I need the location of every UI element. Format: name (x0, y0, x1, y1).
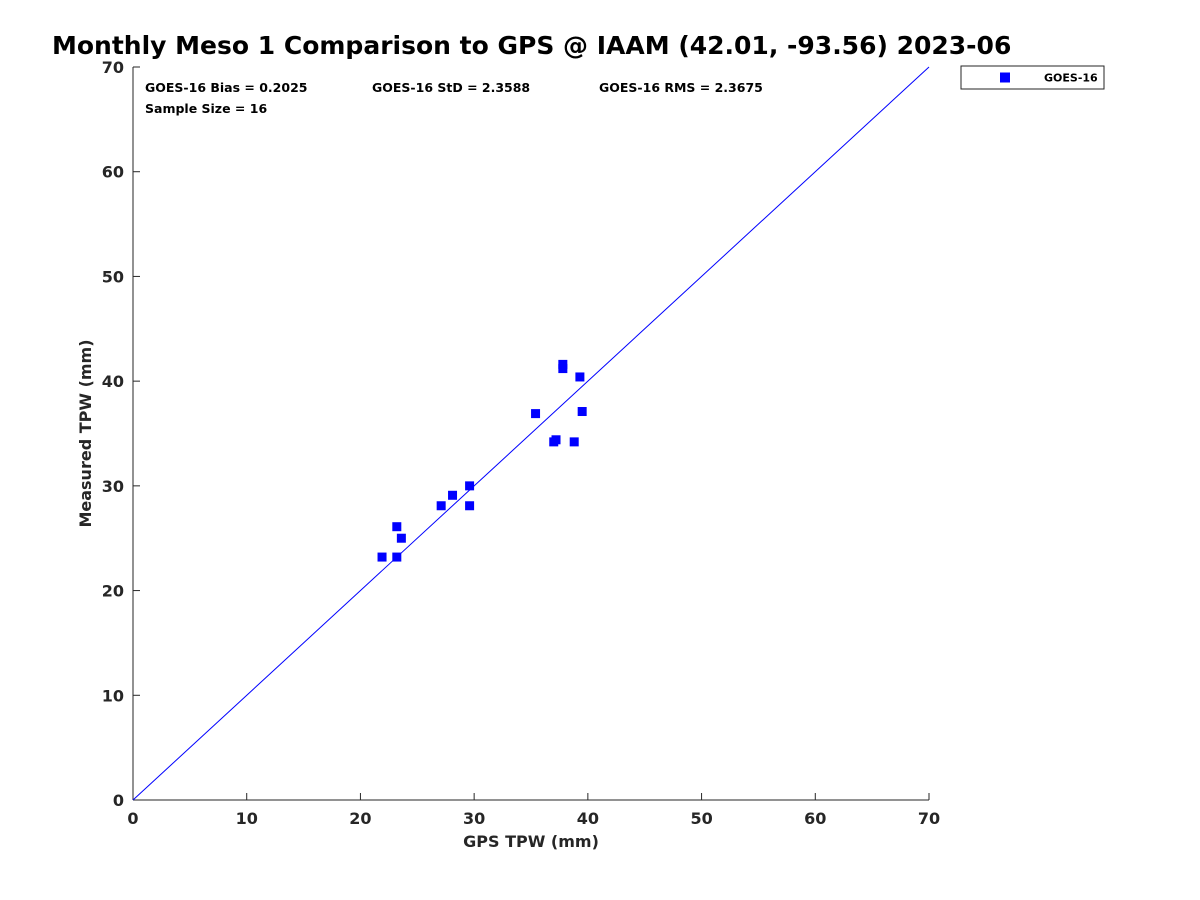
x-tick-label: 30 (463, 809, 485, 828)
data-point (377, 552, 387, 562)
y-tick-label: 0 (113, 791, 124, 810)
goes-16-series (377, 359, 587, 562)
x-tick-label: 0 (127, 809, 138, 828)
data-point (569, 437, 579, 447)
data-point (448, 490, 458, 500)
data-point (465, 481, 475, 491)
stat-rms: GOES-16 RMS = 2.3675 (599, 80, 763, 95)
legend: GOES-16 (960, 65, 1105, 90)
y-axis-ticks: 0 10 20 30 40 50 60 70 (102, 58, 140, 810)
chart-title: Monthly Meso 1 Comparison to GPS @ IAAM … (52, 31, 1011, 60)
y-tick-label: 50 (102, 267, 124, 286)
y-tick-label: 20 (102, 582, 124, 601)
legend-marker-square-icon (1000, 72, 1010, 83)
stat-bias: GOES-16 Bias = 0.2025 (145, 80, 307, 95)
data-point (575, 372, 585, 382)
x-tick-label: 70 (918, 809, 940, 828)
y-axis-label: Measured TPW (mm) (76, 339, 95, 527)
data-point (558, 359, 568, 369)
stat-std: GOES-16 StD = 2.3588 (372, 80, 530, 95)
plot-area: 0 10 20 30 40 50 60 70 0 10 20 30 40 50 60 70 (102, 58, 940, 828)
data-point (531, 409, 541, 419)
x-tick-label: 60 (804, 809, 826, 828)
legend-box (960, 65, 1105, 90)
data-point (396, 533, 406, 543)
y-tick-label: 10 (102, 686, 124, 705)
x-tick-label: 50 (690, 809, 712, 828)
y-tick-label: 70 (102, 58, 124, 77)
x-tick-label: 40 (577, 809, 599, 828)
data-point (577, 407, 587, 417)
x-axis-ticks: 0 10 20 30 40 50 60 70 (127, 793, 940, 828)
data-point (392, 522, 402, 532)
data-point (465, 501, 475, 511)
y-tick-label: 40 (102, 372, 124, 391)
y-tick-label: 60 (102, 163, 124, 182)
x-tick-label: 20 (349, 809, 371, 828)
data-point (436, 501, 446, 511)
x-tick-label: 10 (236, 809, 258, 828)
one-to-one-reference-line (132, 66, 930, 801)
data-point (551, 435, 561, 445)
x-axis-label: GPS TPW (mm) (463, 832, 599, 851)
y-tick-label: 30 (102, 477, 124, 496)
legend-entry-goes-16: GOES-16 (1044, 72, 1098, 85)
data-point (392, 552, 402, 562)
stat-sample-size: Sample Size = 16 (145, 101, 267, 116)
